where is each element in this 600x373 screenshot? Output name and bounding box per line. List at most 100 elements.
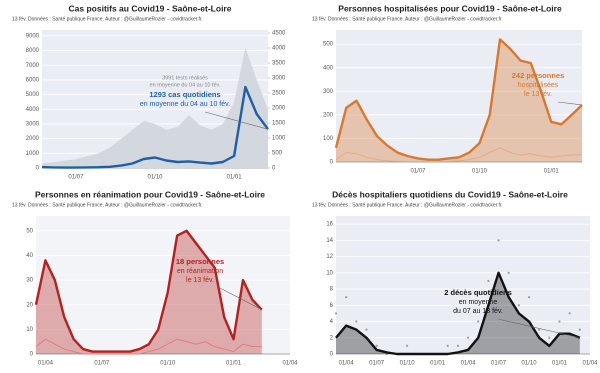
area [336, 39, 582, 162]
y-tick-label: 10 [26, 327, 33, 333]
data-point [355, 320, 358, 323]
annotation-arrow [557, 101, 583, 106]
chart-subtitle: 13 fév. Données : Santé publique France.… [12, 202, 203, 208]
y-tick-label: 10 [326, 270, 333, 276]
y2-tick-label: 4500 [272, 31, 286, 37]
data-point [466, 336, 470, 339]
line [335, 271, 581, 356]
x-tick-label: 01/01 [430, 361, 446, 367]
data-point [548, 336, 551, 339]
annotation: 2 décès quotidiens [444, 288, 512, 297]
y-tick-label: 2000 [26, 136, 40, 142]
data-point [517, 304, 520, 307]
x-tick-label: 01/01 [226, 361, 242, 367]
data-point [406, 344, 409, 347]
annotation: le 13 fév. [524, 91, 552, 98]
y-tick-label: 40 [26, 253, 33, 259]
data-point [568, 312, 571, 315]
data-point [375, 344, 378, 347]
y2-tick-label: 3500 [272, 61, 286, 67]
annotation: en réanimation [177, 268, 223, 275]
chart-title: Cas positifs au Covid19 - Saône-et-Loire [69, 3, 232, 13]
annotation-arrow [204, 111, 269, 130]
y-tick-label: 2 [330, 335, 334, 341]
plot-area [336, 30, 582, 162]
annotation: 18 personnes [176, 257, 224, 266]
x-tick-label: 01/01 [552, 361, 568, 367]
x-tick-label: 01/04 [339, 361, 355, 367]
x-tick-label: 01/07 [94, 361, 110, 367]
chart-subtitle: 13 fév. Données : Santé publique France.… [12, 16, 203, 22]
y-tick-label: 0 [330, 160, 334, 166]
x-tick-label: 01/04 [38, 361, 54, 367]
x-tick-label: 01/07 [68, 175, 84, 181]
line [41, 85, 269, 169]
y-tick-label: 5000 [26, 92, 40, 98]
chart-title: Personnes en réanimation pour Covid19 - … [35, 189, 265, 199]
annotation: en moyenne du 04 au 10 fév. [150, 82, 221, 88]
chart-title: Personnes hospitalisées pour Covid19 - S… [338, 3, 562, 13]
y-tick-label: 200 [323, 112, 334, 118]
x-tick-label: 01/01 [227, 175, 243, 181]
annotation: du 07 au 13 fév. [453, 308, 503, 315]
data-point [558, 320, 561, 323]
data-point [456, 344, 460, 347]
y-tick-label: 400 [323, 65, 334, 71]
annotation: le 13 fév. [186, 277, 214, 284]
data-point [477, 320, 480, 323]
y2-tick-label: 500 [272, 151, 283, 157]
annotation-arrow [497, 318, 580, 339]
y-tick-label: 0 [330, 352, 334, 358]
x-tick-label: 01/10 [400, 361, 416, 367]
data-point [487, 279, 490, 283]
x-tick-label: 01/10 [522, 361, 538, 367]
data-point [345, 296, 348, 299]
data-point [497, 239, 500, 242]
y-tick-label: 20 [26, 302, 33, 308]
x-tick-label: 01/10 [472, 169, 488, 175]
line [335, 147, 582, 162]
y-tick-label: 300 [323, 89, 334, 95]
data-point [365, 328, 368, 331]
x-tick-label: 01/10 [160, 361, 176, 367]
x-tick-label: 01/07 [410, 169, 426, 175]
annotation: hospitalisées [518, 82, 559, 89]
data-point [334, 312, 338, 315]
chart-title: Décès hospitaliers quotidiens du Covid19… [332, 189, 568, 199]
y-tick-label: 0 [30, 352, 34, 358]
y2-tick-label: 2000 [272, 106, 286, 112]
x-tick-label: 01/04 [282, 361, 298, 367]
data-point [446, 344, 449, 347]
y-tick-label: 500 [323, 42, 334, 48]
line [334, 38, 583, 161]
y-tick-label: 14 [326, 238, 333, 244]
x-tick-label: 01/01 [544, 169, 560, 175]
y-tick-label: 100 [323, 136, 334, 142]
annotation: 3991 tests réalisés [162, 75, 208, 81]
y-tick-label: 3000 [26, 122, 40, 128]
y-tick-label: 0 [36, 166, 40, 172]
x-tick-label: 01/07 [491, 361, 507, 367]
annotation: 1293 cas quotidiens [149, 90, 220, 99]
annotation: 242 personnes [512, 71, 565, 80]
y-tick-label: 4000 [26, 107, 40, 113]
y2-tick-label: 1000 [272, 136, 286, 142]
chart-subtitle: 13 fév. Données : Santé publique France.… [312, 202, 503, 208]
y-tick-label: 4 [330, 319, 334, 325]
x-tick-label: 01/10 [147, 175, 163, 181]
y2-tick-label: 0 [272, 166, 276, 172]
y-tick-label: 8 [330, 287, 334, 293]
plot-area [36, 216, 290, 354]
data-point [507, 271, 510, 274]
y-tick-label: 16 [326, 222, 333, 228]
line [34, 229, 263, 353]
y-tick-label: 12 [326, 254, 333, 260]
y-tick-label: 9000 [26, 33, 40, 39]
chart-panel: Décès hospitaliers quotidiens du Covid19… [312, 189, 598, 366]
data-point [578, 328, 581, 331]
chart-subtitle: 13 fév. Données : Santé publique France.… [312, 16, 503, 22]
y2-tick-label: 3000 [272, 76, 286, 82]
y-tick-label: 8000 [26, 48, 40, 54]
data-point [527, 296, 531, 299]
area [36, 230, 262, 354]
